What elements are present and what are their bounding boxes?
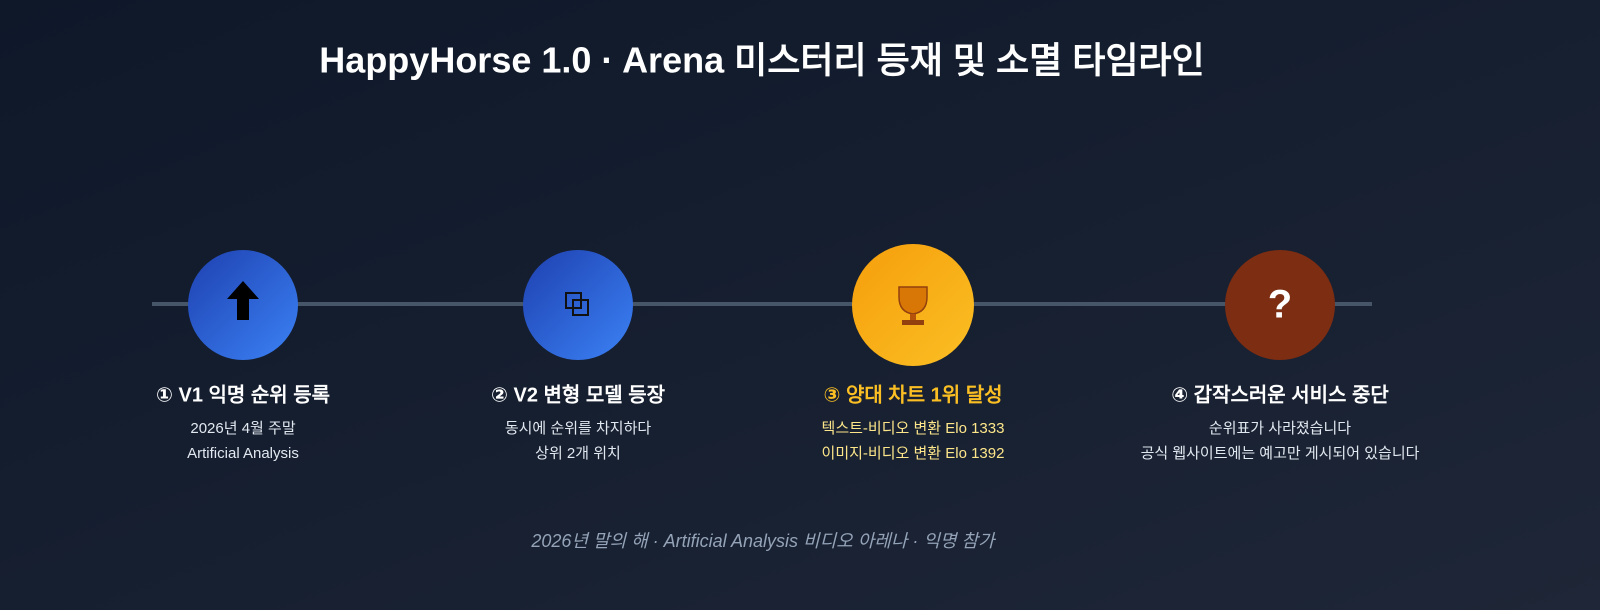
- footer: 2026년 말의 해 · Artificial Analysis 비디오 아레나…: [530, 531, 997, 551]
- icon-trophy: [898, 286, 928, 315]
- node-line: 텍스트-비디오 변환 Elo 1333: [822, 420, 1005, 437]
- node-line: 순위표가 사라졌습니다: [1209, 420, 1351, 437]
- node-line: 동시에 순위를 차지하다: [505, 420, 652, 437]
- node-label: ① V1 익명 순위 등록: [156, 383, 330, 406]
- node-circle: [1225, 250, 1335, 360]
- node-line: 공식 웹사이트에는 예고만 게시되어 있습니다: [1141, 445, 1420, 462]
- node-label: ② V2 변형 모델 등장: [491, 383, 666, 406]
- node-line: 이미지-비디오 변환 Elo 1392: [822, 445, 1005, 462]
- node-label: ③ 양대 차트 1위 달성: [823, 383, 1002, 406]
- node: ③ 양대 차트 1위 달성 텍스트-비디오 변환 Elo 1333 이미지-비디…: [822, 244, 1005, 462]
- icon-trophy: [910, 314, 916, 320]
- node-line: 상위 2개 위치: [535, 445, 621, 462]
- node-line: 2026년 4월 주말: [190, 420, 295, 437]
- node: ② V2 변형 모델 등장 동시에 순위를 차지하다 상위 2개 위치: [491, 250, 666, 462]
- node: ① V1 익명 순위 등록 2026년 4월 주말 Artificial Ana…: [156, 250, 330, 462]
- icon-trophy: [902, 320, 924, 325]
- icon-squares: [572, 299, 589, 316]
- icon-question: ?: [1268, 283, 1292, 327]
- icon-arrow: [227, 281, 259, 320]
- node-line: Artificial Analysis: [187, 445, 299, 462]
- title: HappyHorse 1.0 · Arena 미스터리 등재 및 소멸 타임라인: [319, 40, 1204, 81]
- node-circle: [523, 250, 633, 360]
- node: ? ④ 갑작스러운 서비스 중단 순위표가 사라졌습니다 공식 웹사이트에는 예…: [1141, 250, 1420, 462]
- node-label: ④ 갑작스러운 서비스 중단: [1171, 383, 1389, 406]
